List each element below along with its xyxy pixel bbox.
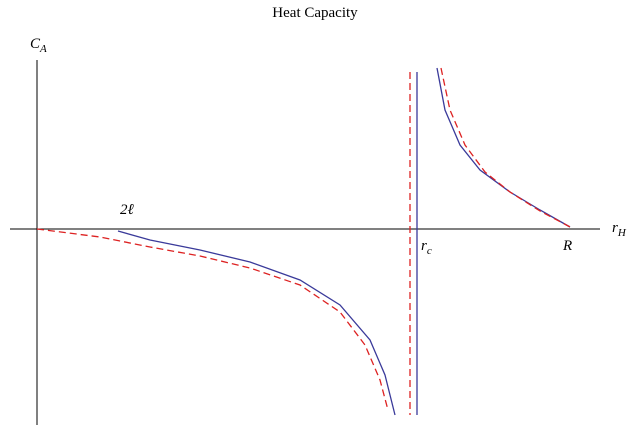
x-label-main: r xyxy=(612,220,618,236)
annotation: R xyxy=(562,238,572,254)
y-label-sub: A xyxy=(39,43,47,55)
y-label-main: C xyxy=(30,36,41,52)
curve xyxy=(36,67,573,411)
annotation: rc xyxy=(421,238,432,257)
y-axis-label: CA xyxy=(30,36,47,55)
annotation-sub: c xyxy=(427,245,432,257)
annotation-main: r xyxy=(421,238,427,254)
x-label-sub: H xyxy=(617,227,627,239)
curve xyxy=(117,67,571,416)
chart-title: Heat Capacity xyxy=(272,5,358,21)
annotation: 2ℓ xyxy=(120,202,134,218)
x-axis-label: rH xyxy=(612,220,627,239)
